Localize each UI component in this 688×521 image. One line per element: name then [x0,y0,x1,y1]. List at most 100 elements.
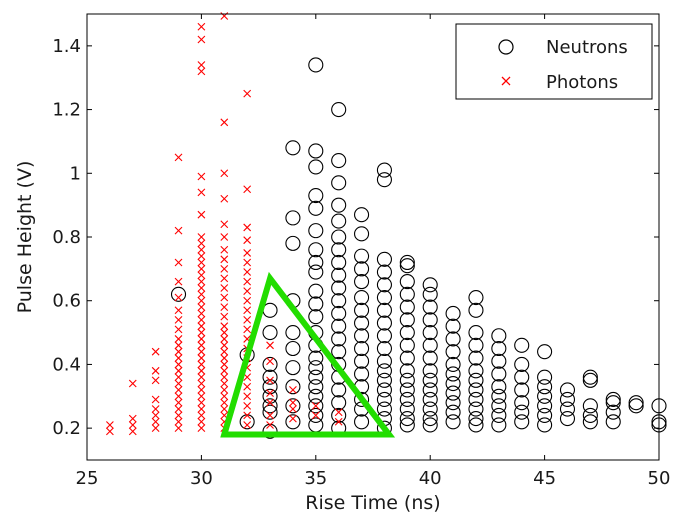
neutron-point [308,242,324,258]
photon-point [220,354,229,362]
photon-point [243,258,252,267]
neutron-point [308,200,324,216]
neutron-point [376,340,392,357]
photon-point [174,366,183,375]
neutron-point [376,401,392,417]
photon-point [174,347,183,356]
photon-point [220,264,229,273]
neutron-point [262,356,278,372]
neutron-point [537,369,553,385]
photon-point [289,414,297,423]
neutron-point [331,318,347,334]
neutron-point [468,337,484,353]
neutron-point [376,289,392,306]
photon-point [197,188,206,197]
neutron-point [445,385,461,401]
photon-point [334,417,343,426]
photon-point [243,287,252,296]
neutron-point [399,274,415,290]
neutron-point [308,309,324,325]
neutron-point [399,254,415,271]
neutron-point [445,344,461,360]
legend-photons-label: Photons [546,72,618,93]
neutron-point [399,372,415,388]
neutron-point [422,417,438,433]
x-tick-label: 45 [533,468,556,489]
photon-point [266,421,274,429]
neutron-point [331,344,347,360]
photon-point [128,427,137,436]
neutron-point [376,302,392,318]
neutron-point [399,382,415,398]
neutron-point [491,407,507,423]
neutron-point [170,286,187,302]
neutron-point [308,360,324,376]
neutron-point [376,162,392,178]
photon-point [220,194,229,203]
photon-point [220,405,229,413]
neutron-point [399,325,415,341]
neutron-point [445,331,461,347]
neutron-point [468,302,484,318]
neutron-point [285,398,301,414]
neutron-point [468,350,484,366]
photon-point [197,360,206,369]
photon-point [243,89,252,98]
photon-point [243,268,252,276]
neutron-point [308,407,324,423]
photon-point [197,405,206,413]
photon-point [197,398,206,407]
neutron-point [308,143,324,159]
photon-point [151,417,160,426]
y-tick-label: 0.8 [52,227,81,248]
neutron-point [422,411,438,427]
neutron-point [331,254,347,271]
neutron-point [445,356,461,372]
neutron-point [468,372,484,388]
neutron-point [491,340,507,357]
neutron-point [331,175,347,191]
photon-point [243,382,252,391]
photon-point [197,424,206,433]
neutron-series [170,57,667,439]
neutron-point [376,251,392,267]
neutron-point [491,366,507,382]
neutron-point [537,417,553,433]
photon-point [220,233,229,241]
neutron-point [514,404,530,420]
photon-point [220,341,229,350]
neutron-point [468,391,484,408]
legend-neutrons-label: Neutrons [546,37,628,58]
neutron-point [285,325,301,341]
neutron-point [376,363,392,379]
neutron-point [559,401,576,417]
neutron-point [399,401,415,417]
y-tick-label: 1.2 [52,100,81,121]
neutron-point [331,197,347,213]
neutron-point [537,398,553,414]
neutron-point [331,267,347,283]
photon-point [197,172,206,181]
neutron-point [445,404,461,420]
neutron-point [308,350,324,366]
photon-point [174,335,183,343]
neutron-point [308,369,324,385]
photon-point [197,315,206,324]
neutron-point [331,331,347,347]
photon-point [289,386,297,394]
photon-point [220,220,229,229]
photon-point [266,357,274,366]
photon-point [243,421,252,429]
photon-point [220,245,229,254]
neutron-point [285,379,301,395]
neutron-point [308,254,324,271]
photon-point [220,392,229,401]
photon-point [197,366,206,375]
neutron-point [559,382,576,398]
photon-point [197,354,206,362]
neutron-point [331,242,347,258]
x-tick-labels: 25 30 35 40 45 50 [76,468,671,489]
photon-point [197,322,206,331]
photon-point [220,312,229,321]
